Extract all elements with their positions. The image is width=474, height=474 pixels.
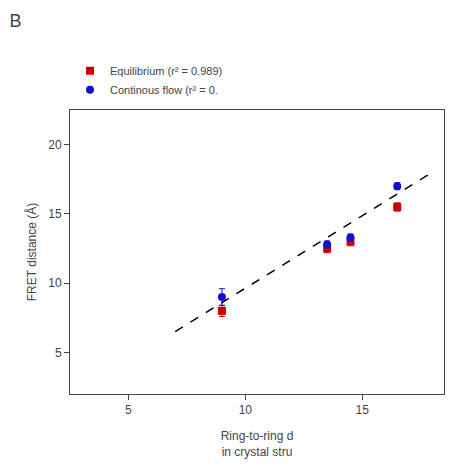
svg-text:FRET distance (Å): FRET distance (Å) (24, 203, 39, 301)
svg-text:15: 15 (48, 207, 62, 221)
svg-text:5: 5 (55, 346, 62, 360)
svg-text:Equilibrium (r² = 0.989): Equilibrium (r² = 0.989) (110, 65, 222, 77)
svg-text:Continous flow (r² = 0.: Continous flow (r² = 0. (110, 84, 218, 96)
svg-text:B: B (9, 11, 21, 31)
svg-text:20: 20 (48, 138, 62, 152)
svg-text:Ring-to-ring din crystal stru: Ring-to-ring din crystal stru (221, 429, 294, 459)
svg-text:5: 5 (125, 403, 132, 417)
svg-text:10: 10 (239, 403, 253, 417)
svg-text:10: 10 (48, 276, 62, 290)
svg-text:15: 15 (356, 403, 370, 417)
